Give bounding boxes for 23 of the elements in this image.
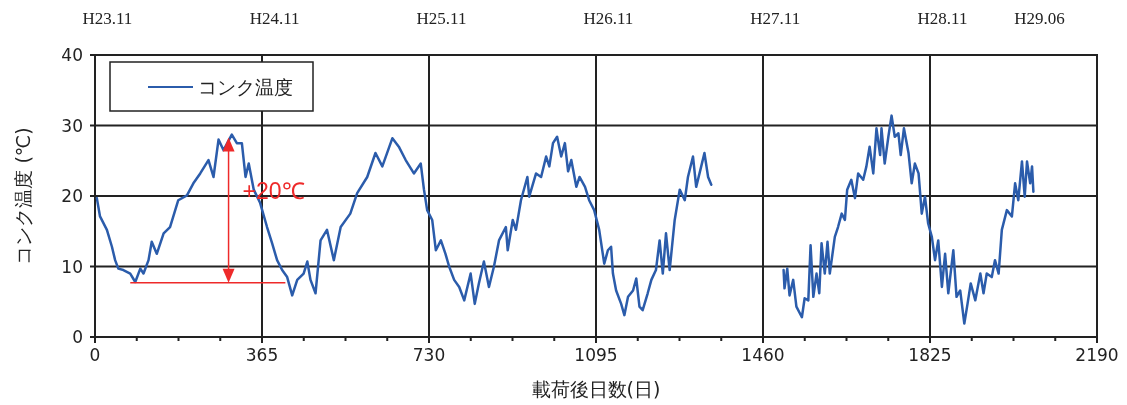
x-axis-title: 載荷後日数(日) [531, 378, 661, 400]
x-tick-label: 2190 [1075, 345, 1119, 365]
y-axis-title: コンク温度 (℃) [12, 127, 34, 265]
x-tick-label: 1825 [908, 345, 952, 365]
y-tick-label: 40 [61, 45, 83, 65]
legend: コンク温度 [109, 61, 314, 112]
y-tick-label: 10 [61, 256, 83, 277]
y-tick-label: 20 [61, 186, 83, 206]
y-tick-label: 30 [61, 115, 83, 136]
x2-tick-label: H26.11 [583, 9, 634, 28]
legend-label: コンク温度 [198, 76, 293, 98]
x2-tick-label: H29.06 [1014, 9, 1065, 28]
x2-tick-label: H28.11 [917, 9, 968, 28]
x-tick-label: 1095 [574, 345, 618, 365]
x2-tick-label: H27.11 [750, 9, 801, 28]
x-tick-label: 365 [245, 345, 279, 365]
x-tick-label: 0 [89, 345, 101, 365]
y-tick-label: 0 [72, 327, 83, 347]
x2-tick-label: H23.11 [82, 9, 133, 28]
x2-tick-label: H25.11 [416, 9, 467, 28]
x-tick-label: 1460 [741, 345, 785, 365]
x2-tick-label: H24.11 [249, 9, 300, 28]
x-tick-label: 730 [412, 345, 446, 365]
